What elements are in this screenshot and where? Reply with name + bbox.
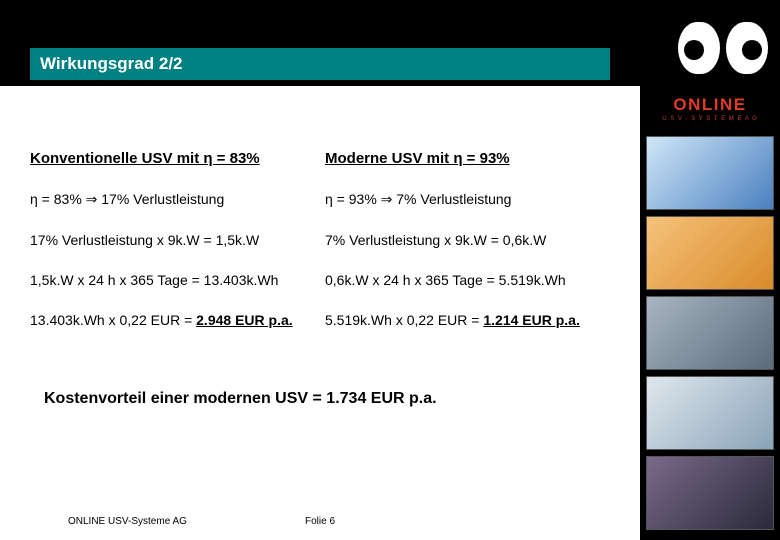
comparison-table: Konventionelle USV mit η = 83% Moderne U…: [30, 150, 620, 352]
footer-page: Folie 6: [0, 516, 640, 527]
right-line-3: 0,6k.W x 24 h x 365 Tage = 5.519k.Wh: [325, 272, 620, 288]
sidebar: ONLINE U S V - S Y S T E M E A G: [640, 0, 780, 540]
right-heading: Moderne USV mit η = 93%: [325, 150, 620, 167]
logo-sub: U S V - S Y S T E M E A G: [662, 116, 758, 122]
row-3: 1,5k.W x 24 h x 365 Tage = 13.403k.Wh 0,…: [30, 272, 620, 288]
left-line-3: 1,5k.W x 24 h x 365 Tage = 13.403k.Wh: [30, 272, 325, 288]
left-result-value: 2.948 EUR p.a.: [196, 312, 293, 328]
company-logo: ONLINE U S V - S Y S T E M E A G: [646, 86, 774, 130]
heading-row: Konventionelle USV mit η = 83% Moderne U…: [30, 150, 620, 167]
eye-right-icon: [726, 22, 768, 74]
sidebar-image-2: [646, 216, 774, 290]
right-result: 5.519k.Wh x 0,22 EUR = 1.214 EUR p.a.: [325, 312, 620, 328]
sidebar-image-1: [646, 136, 774, 210]
slide-title: Wirkungsgrad 2/2: [40, 54, 183, 74]
left-heading: Konventionelle USV mit η = 83%: [30, 150, 325, 167]
logo-brand: ONLINE: [673, 95, 746, 115]
left-line-2: 17% Verlustleistung x 9k.W = 1,5k.W: [30, 232, 325, 248]
slide: Wirkungsgrad 2/2 Konventionelle USV mit …: [0, 0, 780, 540]
eye-left-icon: [678, 22, 720, 74]
left-result: 13.403k.Wh x 0,22 EUR = 2.948 EUR p.a.: [30, 312, 325, 328]
sidebar-image-3: [646, 296, 774, 370]
row-2: 17% Verlustleistung x 9k.W = 1,5k.W 7% V…: [30, 232, 620, 248]
mascot-eyes-icon: [678, 22, 768, 74]
left-line-1: η = 83% ⇒ 17% Verlustleistung: [30, 191, 325, 208]
summary-line: Kostenvorteil einer modernen USV = 1.734…: [44, 390, 437, 408]
sidebar-image-5: [646, 456, 774, 530]
row-1: η = 83% ⇒ 17% Verlustleistung η = 93% ⇒ …: [30, 191, 620, 208]
sidebar-image-4: [646, 376, 774, 450]
row-result: 13.403k.Wh x 0,22 EUR = 2.948 EUR p.a. 5…: [30, 312, 620, 328]
title-box: Wirkungsgrad 2/2: [30, 48, 610, 80]
right-line-1: η = 93% ⇒ 7% Verlustleistung: [325, 191, 620, 208]
right-result-prefix: 5.519k.Wh x 0,22 EUR =: [325, 312, 483, 328]
left-result-prefix: 13.403k.Wh x 0,22 EUR =: [30, 312, 196, 328]
right-result-value: 1.214 EUR p.a.: [483, 312, 580, 328]
right-line-2: 7% Verlustleistung x 9k.W = 0,6k.W: [325, 232, 620, 248]
